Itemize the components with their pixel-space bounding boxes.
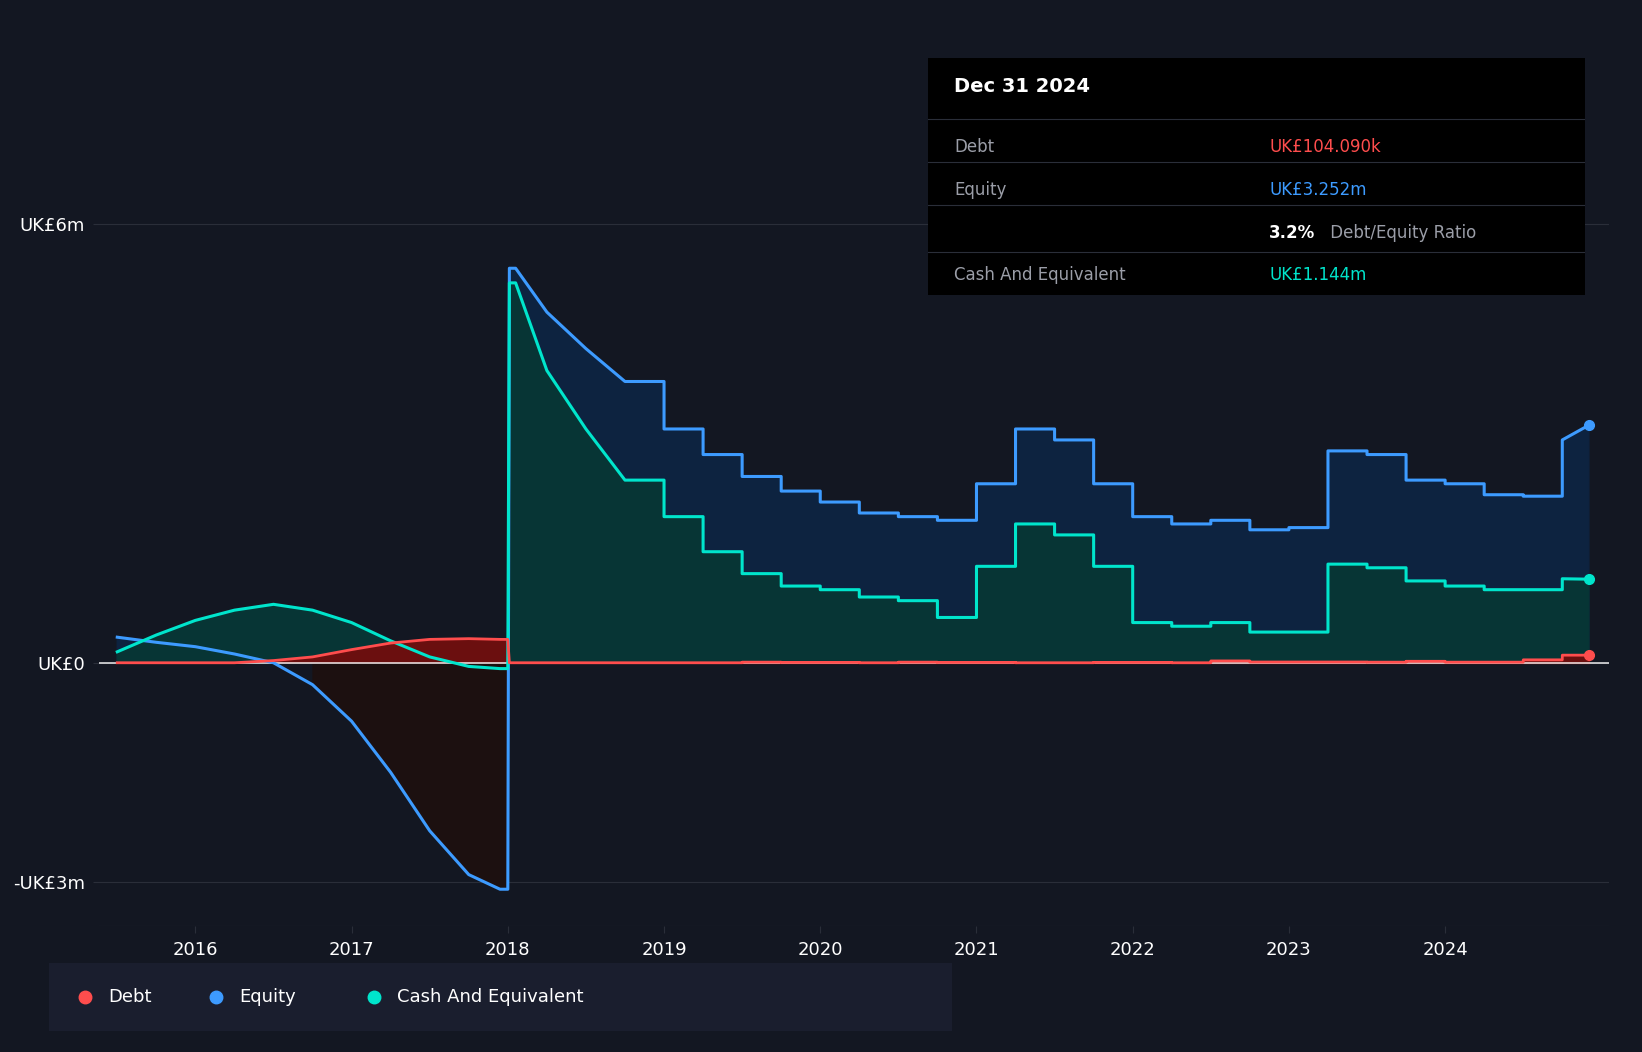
- Text: Debt/Equity Ratio: Debt/Equity Ratio: [1325, 224, 1476, 242]
- Text: Dec 31 2024: Dec 31 2024: [954, 77, 1090, 96]
- Text: 3.2%: 3.2%: [1269, 224, 1315, 242]
- Text: Debt: Debt: [954, 138, 993, 157]
- Text: UK£104.090k: UK£104.090k: [1269, 138, 1381, 157]
- Text: UK£3.252m: UK£3.252m: [1269, 181, 1366, 199]
- Text: Cash And Equivalent: Cash And Equivalent: [397, 988, 583, 1006]
- Text: Equity: Equity: [240, 988, 296, 1006]
- Text: Debt: Debt: [108, 988, 151, 1006]
- Text: Equity: Equity: [954, 181, 1007, 199]
- Text: Cash And Equivalent: Cash And Equivalent: [954, 266, 1126, 284]
- Text: UK£1.144m: UK£1.144m: [1269, 266, 1366, 284]
